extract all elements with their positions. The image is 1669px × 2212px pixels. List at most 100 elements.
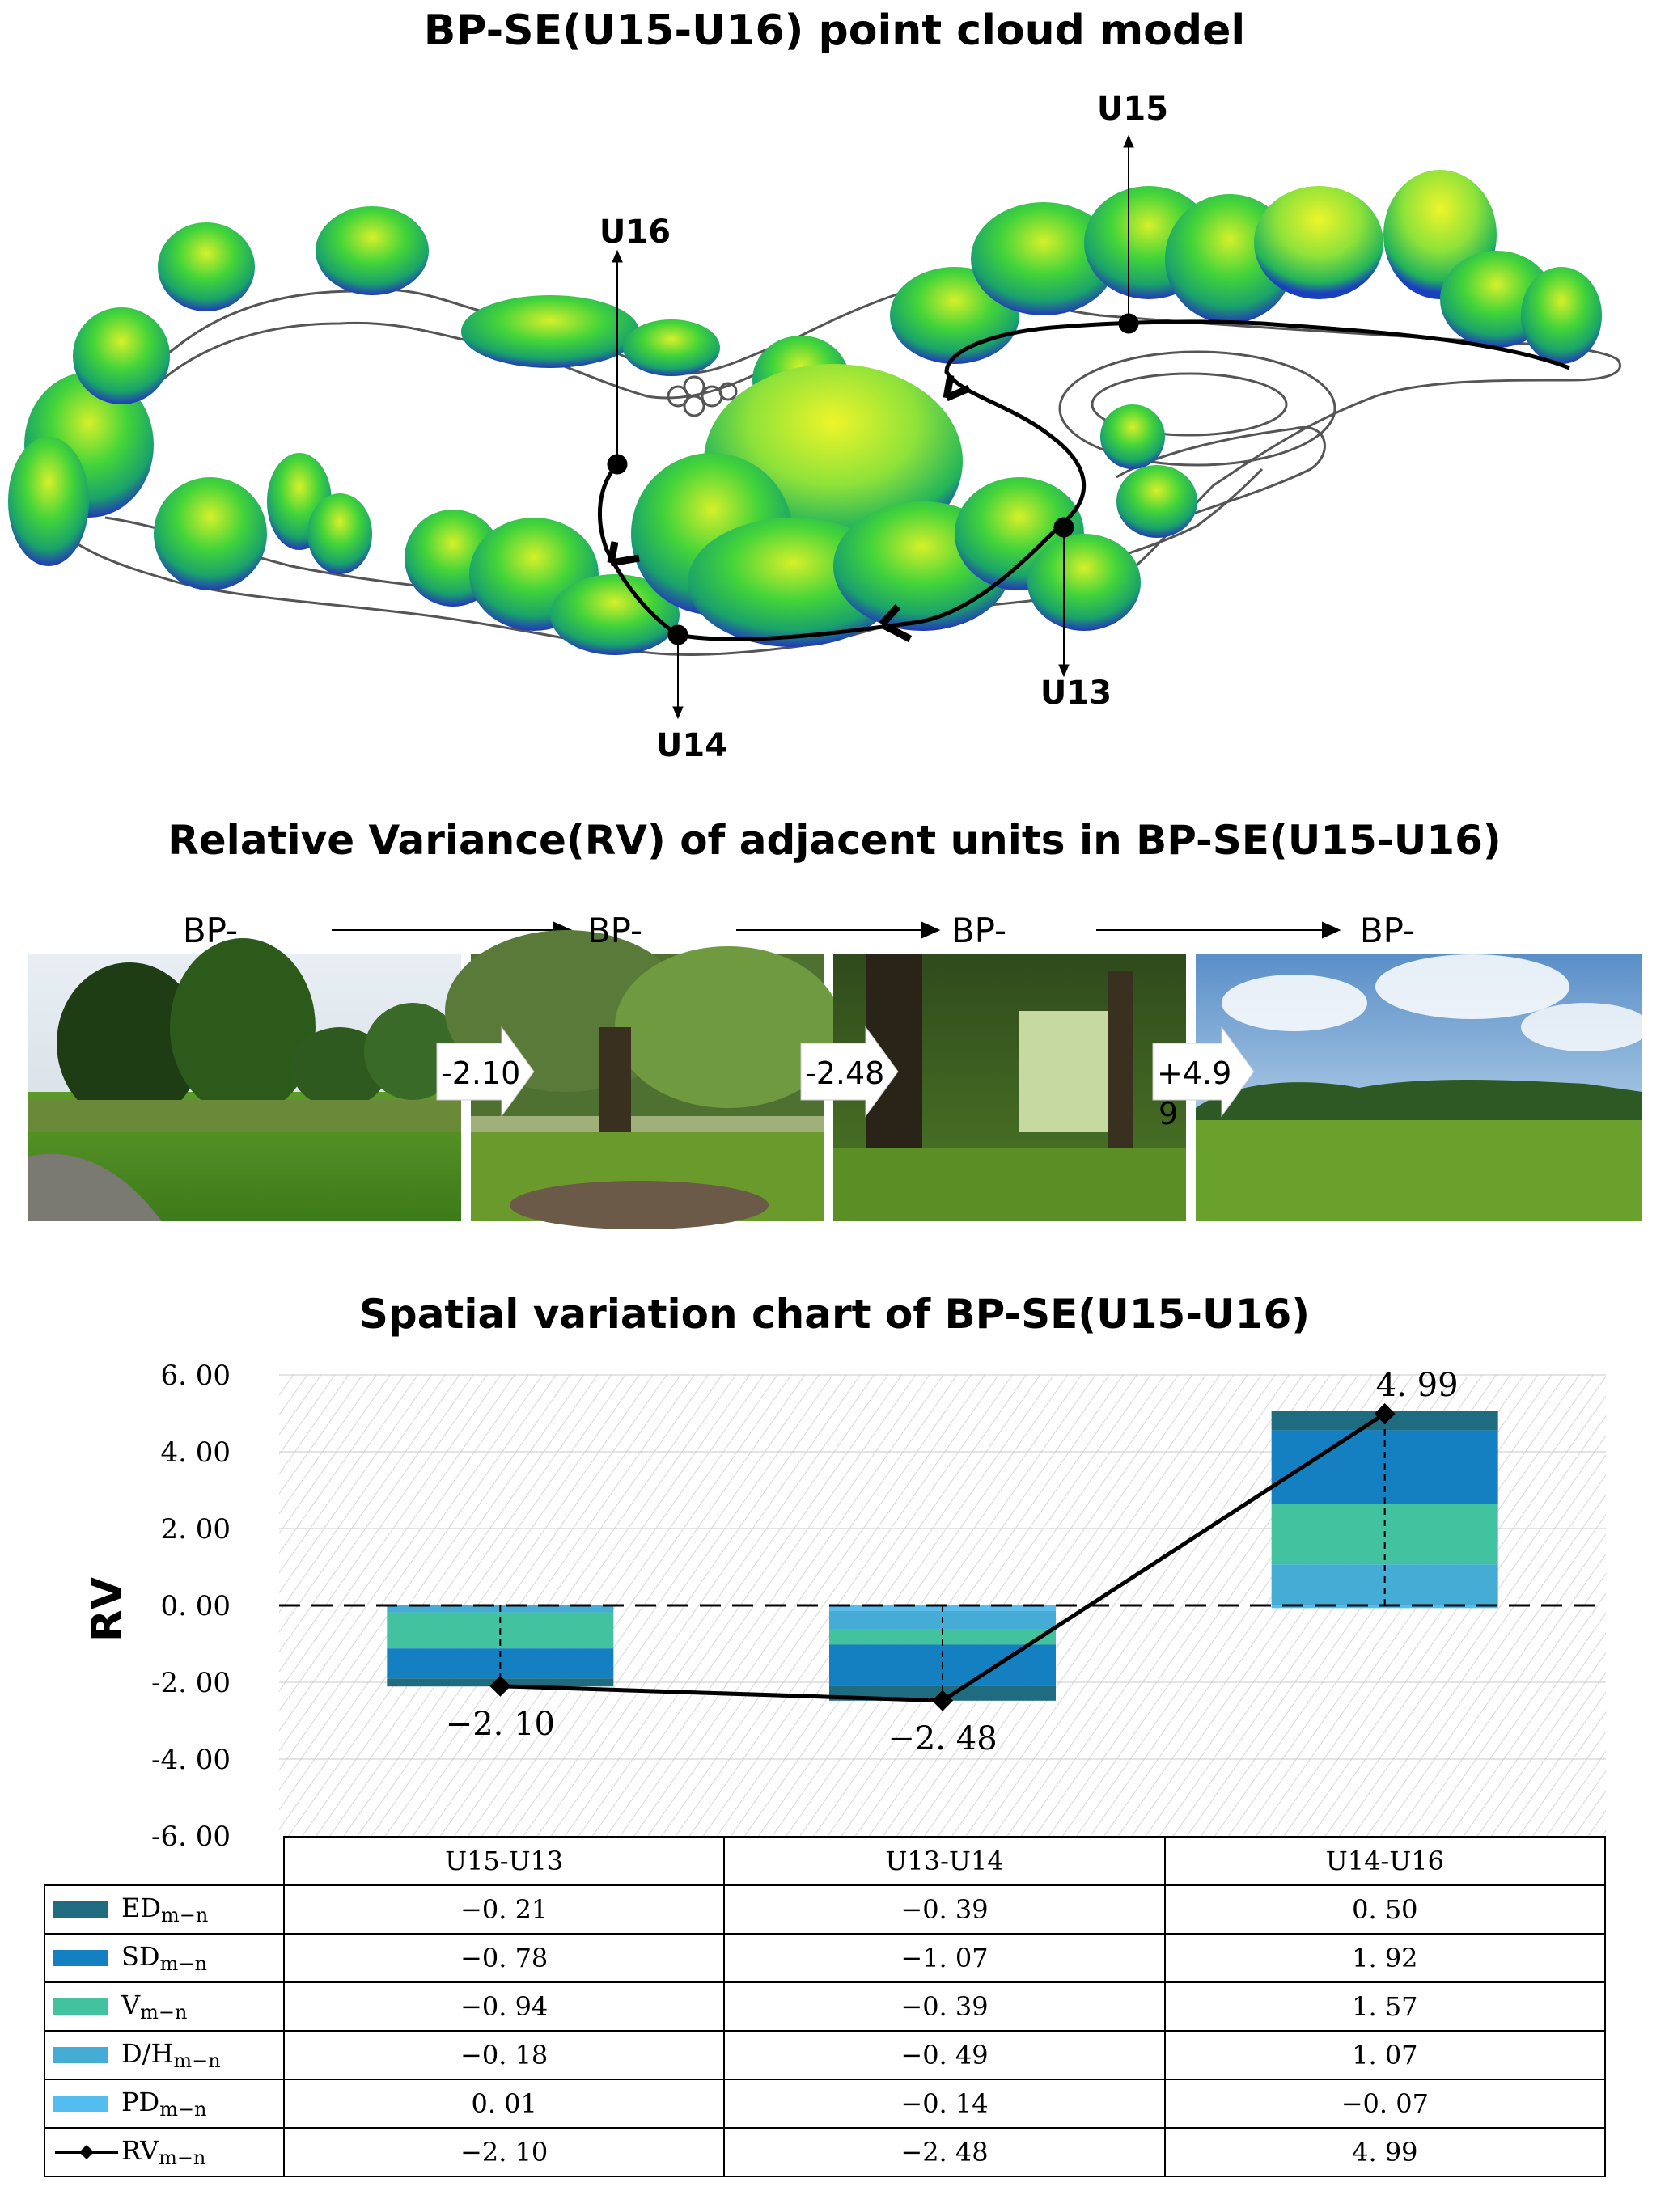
table-cell: −0. 21 <box>282 1884 726 1935</box>
point-u13 <box>1053 517 1074 538</box>
legend-label: PDm−n <box>121 2087 207 2121</box>
table-row: D/Hm−n −0. 18 −0. 49 1. 07 <box>44 2030 1607 2080</box>
y-tick-label: -6. 00 <box>151 1821 231 1853</box>
route-arrow-2 <box>607 541 640 567</box>
rv-data-label: −2. 48 <box>887 1720 997 1757</box>
table-cell: 1. 92 <box>1163 1933 1607 1983</box>
rv-data-label: 4. 99 <box>1376 1367 1459 1404</box>
table-cell: 0. 01 <box>282 2079 726 2129</box>
table-header-cell: U14-U16 <box>1163 1836 1607 1886</box>
table-cell: 4. 99 <box>1163 2127 1607 2177</box>
route-arrow-3 <box>879 603 913 643</box>
y-tick-label: 0. 00 <box>160 1590 231 1622</box>
callout-arrow-1 <box>436 1026 535 1118</box>
rv-value-3b: 9 <box>1159 1096 1178 1131</box>
label-u13: U13 <box>1040 675 1112 712</box>
legend-key-cell: SDm−n <box>44 1933 285 1983</box>
callout-arrow-2 <box>800 1026 899 1118</box>
table-cell: −0. 18 <box>282 2030 726 2080</box>
data-table: U15-U13 U13-U14 U14-U16 EDm−n −0. 21 −0. 3… <box>44 1836 1607 2177</box>
point-u15 <box>1118 313 1139 334</box>
rv-title: Relative Variance(RV) of adjacent units … <box>167 817 1502 864</box>
unit-markers <box>607 134 1139 720</box>
photo-bp-1 <box>28 938 461 1221</box>
table-cell: −0. 39 <box>723 1981 1166 2032</box>
table-header-row: U15-U13 U13-U14 U14-U16 <box>44 1836 1607 1886</box>
table-row: Vm−n −0. 94 −0. 39 1. 57 <box>44 1981 1607 2032</box>
legend-swatch <box>53 1901 108 1918</box>
rv-point <box>1374 1402 1396 1424</box>
table-cell: 1. 07 <box>1163 2030 1607 2080</box>
table-cell: −2. 10 <box>282 2127 726 2177</box>
table-row: EDm−n −0. 21 −0. 39 0. 50 <box>44 1884 1607 1935</box>
label-u14: U14 <box>656 727 727 764</box>
legend-label: RVm−n <box>121 2135 206 2170</box>
y-tick-label: 6. 00 <box>160 1360 231 1392</box>
rv-point <box>489 1675 511 1697</box>
y-tick-label: -4. 00 <box>151 1744 231 1776</box>
legend-label: D/Hm−n <box>121 2038 221 2073</box>
y-tick-label: 4. 00 <box>160 1436 231 1469</box>
table-corner <box>44 1837 284 1885</box>
table-cell: 0. 50 <box>1163 1884 1607 1935</box>
y-tick-label: 2. 00 <box>160 1513 231 1546</box>
legend-key-cell: Vm−n <box>44 1981 285 2032</box>
photo-bp-4 <box>1196 954 1650 1221</box>
legend-key-cell: D/Hm−n <box>44 2030 285 2080</box>
bar-segment-pd <box>387 1605 614 1606</box>
point-cloud-title: BP-SE(U15-U16) point cloud model <box>423 6 1246 55</box>
table-cell: −0. 14 <box>723 2079 1166 2129</box>
legend-swatch <box>53 2096 108 2113</box>
table-row: SDm−n −0. 78 −1. 07 1. 92 <box>44 1933 1607 1983</box>
label-u16: U16 <box>599 214 671 251</box>
rv-value-2: -2.48 <box>805 1055 884 1091</box>
table-row: RVm−n −2. 10 −2. 48 4. 99 <box>44 2127 1607 2177</box>
legend-key-cell: RVm−n <box>44 2127 285 2177</box>
legend-swatch <box>53 1950 108 1967</box>
table-cell: −0. 78 <box>282 1933 726 1983</box>
legend-swatch <box>53 1998 108 2015</box>
table-header-cell: U15-U13 <box>282 1836 726 1886</box>
legend-label: SDm−n <box>121 1941 207 1976</box>
y-tick-label: -2. 00 <box>151 1667 231 1699</box>
bar-segment-v <box>829 1629 1056 1645</box>
table-cell: −0. 94 <box>282 1981 726 2032</box>
rv-arrow-callouts <box>436 1026 1255 1118</box>
legend-key-cell: EDm−n <box>44 1884 285 1935</box>
table-cell: 1. 57 <box>1163 1981 1607 2032</box>
legend-key-cell: PDm−n <box>44 2079 285 2129</box>
bar-segment-pd <box>1271 1605 1498 1609</box>
spatial-variation-chart: 6. 00 4. 00 2. 00 0. 00 -2. 00 -4. 00 -6. 00 −… <box>83 1360 1606 1853</box>
legend-label: EDm−n <box>121 1893 209 1927</box>
point-u16 <box>607 454 628 475</box>
photo-label-3: BP- <box>951 911 1006 950</box>
callout-arrow-3 <box>1152 1026 1255 1118</box>
table-cell: −0. 49 <box>723 2030 1166 2080</box>
rv-value-1: -2.10 <box>441 1055 520 1091</box>
photo-strip: -2.10 -2.48 +4.9 9 BP- BP- BP- BP- <box>28 911 1650 1229</box>
photo-label-1: BP- <box>183 911 238 950</box>
tree-canopies <box>8 170 1602 655</box>
legend-line-marker <box>55 2145 118 2160</box>
table-cell: −1. 07 <box>723 1933 1166 1983</box>
photo-bp-3 <box>833 954 1186 1221</box>
photo-label-2: BP- <box>587 911 642 950</box>
chart-title: Spatial variation chart of BP-SE(U15-U16… <box>358 1291 1311 1338</box>
legend-swatch <box>53 2047 108 2064</box>
rv-value-3a: +4.9 <box>1157 1055 1231 1091</box>
sequence-arrows <box>332 921 1341 939</box>
point-cloud-map: U15 U16 U13 U14 <box>8 91 1621 764</box>
photo-label-4: BP- <box>1360 911 1415 950</box>
point-u14 <box>667 624 688 645</box>
rv-point <box>932 1690 953 1711</box>
label-u15: U15 <box>1097 91 1168 128</box>
y-axis-label: RV <box>83 1577 132 1642</box>
legend-label: Vm−n <box>121 1990 188 2024</box>
table-cell: −0. 07 <box>1163 2079 1607 2129</box>
table-header-cell: U13-U14 <box>723 1836 1166 1886</box>
rv-data-label: −2. 10 <box>446 1706 555 1743</box>
route-arrow-1 <box>943 374 971 402</box>
table-row: PDm−n 0. 01 −0. 14 −0. 07 <box>44 2079 1607 2129</box>
table-cell: −2. 48 <box>723 2127 1166 2177</box>
table-cell: −0. 39 <box>723 1884 1166 1935</box>
